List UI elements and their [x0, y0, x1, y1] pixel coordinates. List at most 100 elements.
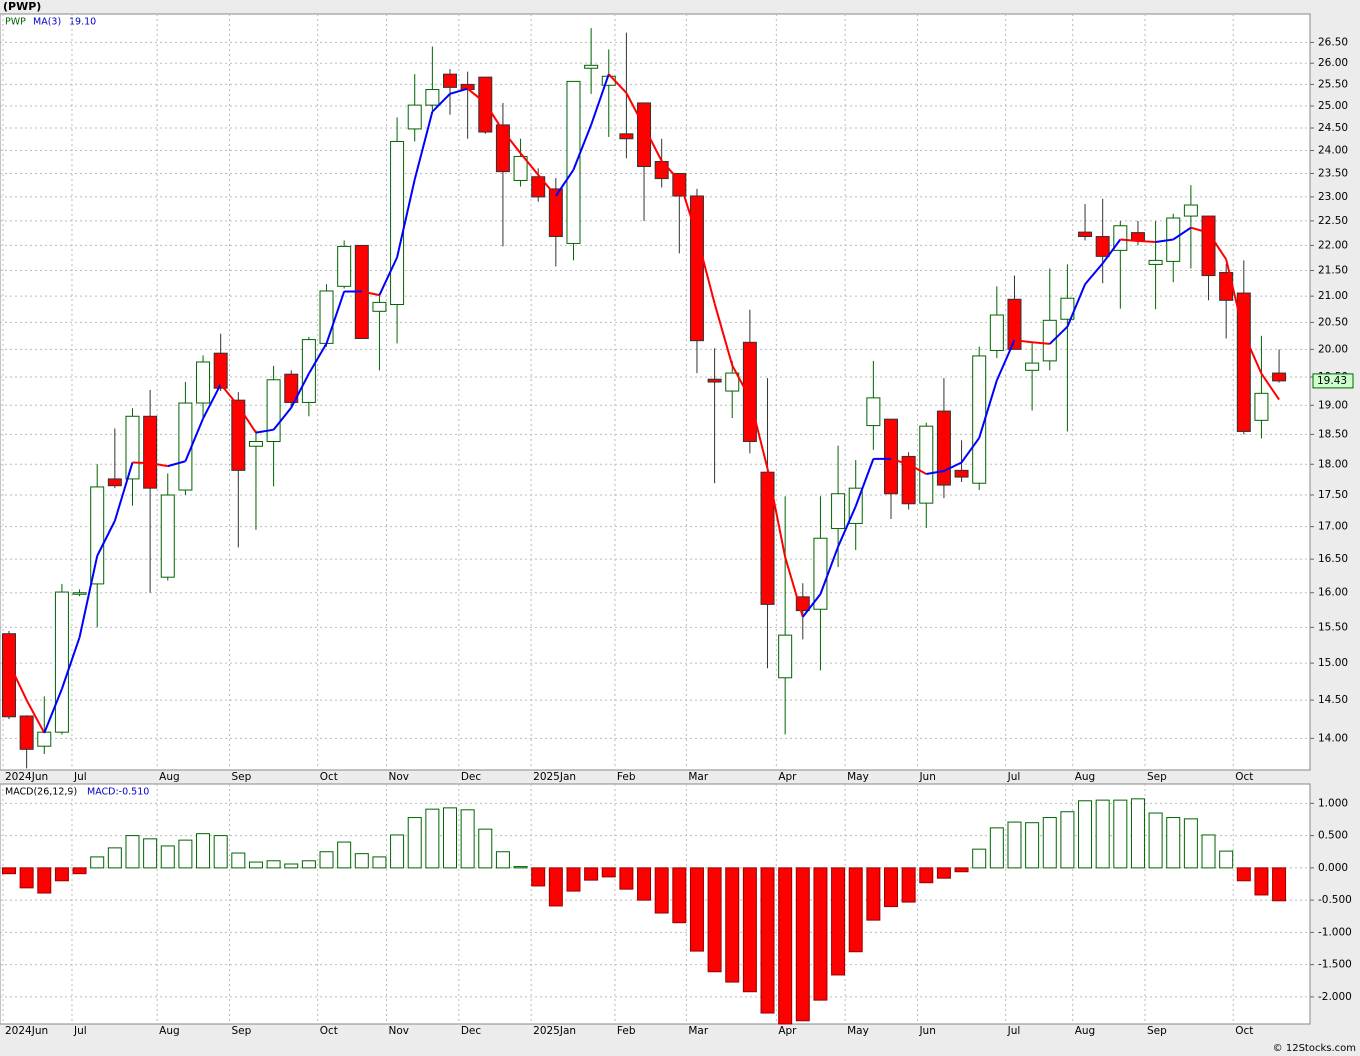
footer: © 12Stocks.com — [1273, 1043, 1356, 1054]
macd-bar — [1272, 867, 1287, 902]
candle-body — [619, 133, 634, 140]
ma-segment — [908, 463, 927, 475]
candle-body — [707, 378, 722, 383]
x-tick-label: May — [847, 1025, 869, 1037]
y-tick-label: 19.00 — [1318, 399, 1348, 411]
x-tick-label: Nov — [388, 1025, 409, 1037]
ma-segment — [960, 437, 981, 464]
macd-bar — [443, 807, 457, 869]
macd-bar — [178, 839, 193, 869]
candle-body — [372, 301, 387, 312]
candle-body — [778, 634, 793, 679]
y-tick-label: 14.00 — [1318, 732, 1348, 744]
y-tick-label: 21.50 — [1318, 264, 1348, 276]
x-tick-label: Jul — [1007, 1025, 1021, 1037]
x-tick-label: 2024Jun — [5, 1025, 48, 1037]
candle-body — [1272, 372, 1287, 382]
candle-body — [989, 314, 1004, 351]
candle-body — [1148, 259, 1163, 265]
macd-bar — [495, 851, 510, 869]
candle-body — [337, 245, 352, 287]
ma-segment — [378, 256, 398, 296]
macd-bar — [160, 845, 175, 869]
candle-body — [689, 195, 704, 342]
candle-body — [443, 73, 457, 88]
ma-segment — [113, 462, 134, 522]
ma-segment — [219, 383, 240, 407]
ma-segment — [149, 462, 168, 468]
candle-body — [866, 397, 881, 427]
candle-body — [425, 89, 440, 106]
y-tick-label: 26.00 — [1318, 57, 1348, 69]
candle-body — [54, 591, 69, 733]
y-tick-label: -1.500 — [1318, 959, 1352, 971]
legend-ma: MA(3) — [33, 17, 61, 28]
ma-segment — [8, 662, 28, 701]
candle-body — [1201, 215, 1216, 277]
ma-segment — [1066, 283, 1086, 328]
ma-segment — [431, 93, 451, 113]
ma-segment — [695, 235, 716, 304]
candle-body — [248, 440, 263, 447]
x-tick-label: Mar — [688, 1025, 708, 1037]
ma-segment — [167, 460, 186, 468]
candle-body — [37, 731, 52, 747]
candle-body — [284, 373, 299, 403]
y-tick-label: 14.50 — [1318, 694, 1348, 706]
candle-body — [231, 399, 246, 471]
macd-bar — [1148, 812, 1163, 869]
macd-bar — [196, 833, 211, 869]
candle-body — [1254, 392, 1269, 421]
ma-segment — [1101, 238, 1122, 265]
ma-segment — [325, 291, 346, 344]
macd-bar — [1236, 867, 1251, 882]
ma-segment — [1120, 238, 1139, 242]
candle-body — [160, 494, 175, 578]
macd-bar — [231, 852, 246, 869]
ma-segment — [484, 102, 504, 132]
macd-bar — [90, 856, 105, 869]
ma-segment — [396, 179, 416, 258]
macd-bar — [531, 867, 546, 887]
candle-body — [196, 361, 211, 404]
y-tick-label: 16.00 — [1318, 587, 1348, 599]
x-tick-label: Jul — [73, 1025, 87, 1037]
macd-bar — [301, 860, 316, 869]
macd-bar — [566, 867, 581, 892]
ma-segment — [1155, 238, 1174, 243]
macd-bar — [725, 867, 740, 983]
macd-title: MACD(26,12,9) — [5, 787, 77, 798]
candle-body — [936, 410, 951, 486]
y-tick-label: 0.500 — [1318, 830, 1348, 842]
candle-body — [2, 633, 16, 718]
ma-segment — [572, 124, 593, 171]
y-tick-label: 24.00 — [1318, 145, 1348, 157]
x-tick-label: Feb — [617, 1025, 636, 1037]
ma-segment — [519, 152, 539, 176]
macd-bar — [601, 867, 616, 878]
y-tick-label: 21.00 — [1318, 290, 1348, 302]
macd-bar — [548, 867, 563, 907]
macd-bar — [143, 838, 158, 869]
macd-bar — [460, 809, 475, 869]
y-tick-label: 18.50 — [1318, 428, 1348, 440]
candle-body — [1095, 236, 1110, 257]
macd-bar — [1254, 867, 1269, 896]
macd-bar — [19, 867, 34, 889]
x-tick-label: Jul — [1007, 771, 1021, 783]
x-tick-label: Sep — [232, 771, 252, 783]
macd-bar — [1183, 818, 1198, 869]
x-tick-label: Dec — [461, 1025, 482, 1037]
candle-body — [972, 355, 987, 484]
macd-bar — [1201, 834, 1216, 869]
macd-bar — [831, 867, 846, 976]
ma-segment — [308, 342, 328, 375]
macd-bar — [1166, 817, 1181, 869]
x-tick-label: Mar — [688, 771, 708, 783]
candle-body — [1007, 298, 1022, 350]
macd-bar — [425, 808, 440, 869]
macd-bar — [1095, 799, 1110, 869]
candle-body — [107, 478, 122, 487]
candle-body — [213, 352, 228, 389]
ma-segment — [78, 555, 99, 638]
